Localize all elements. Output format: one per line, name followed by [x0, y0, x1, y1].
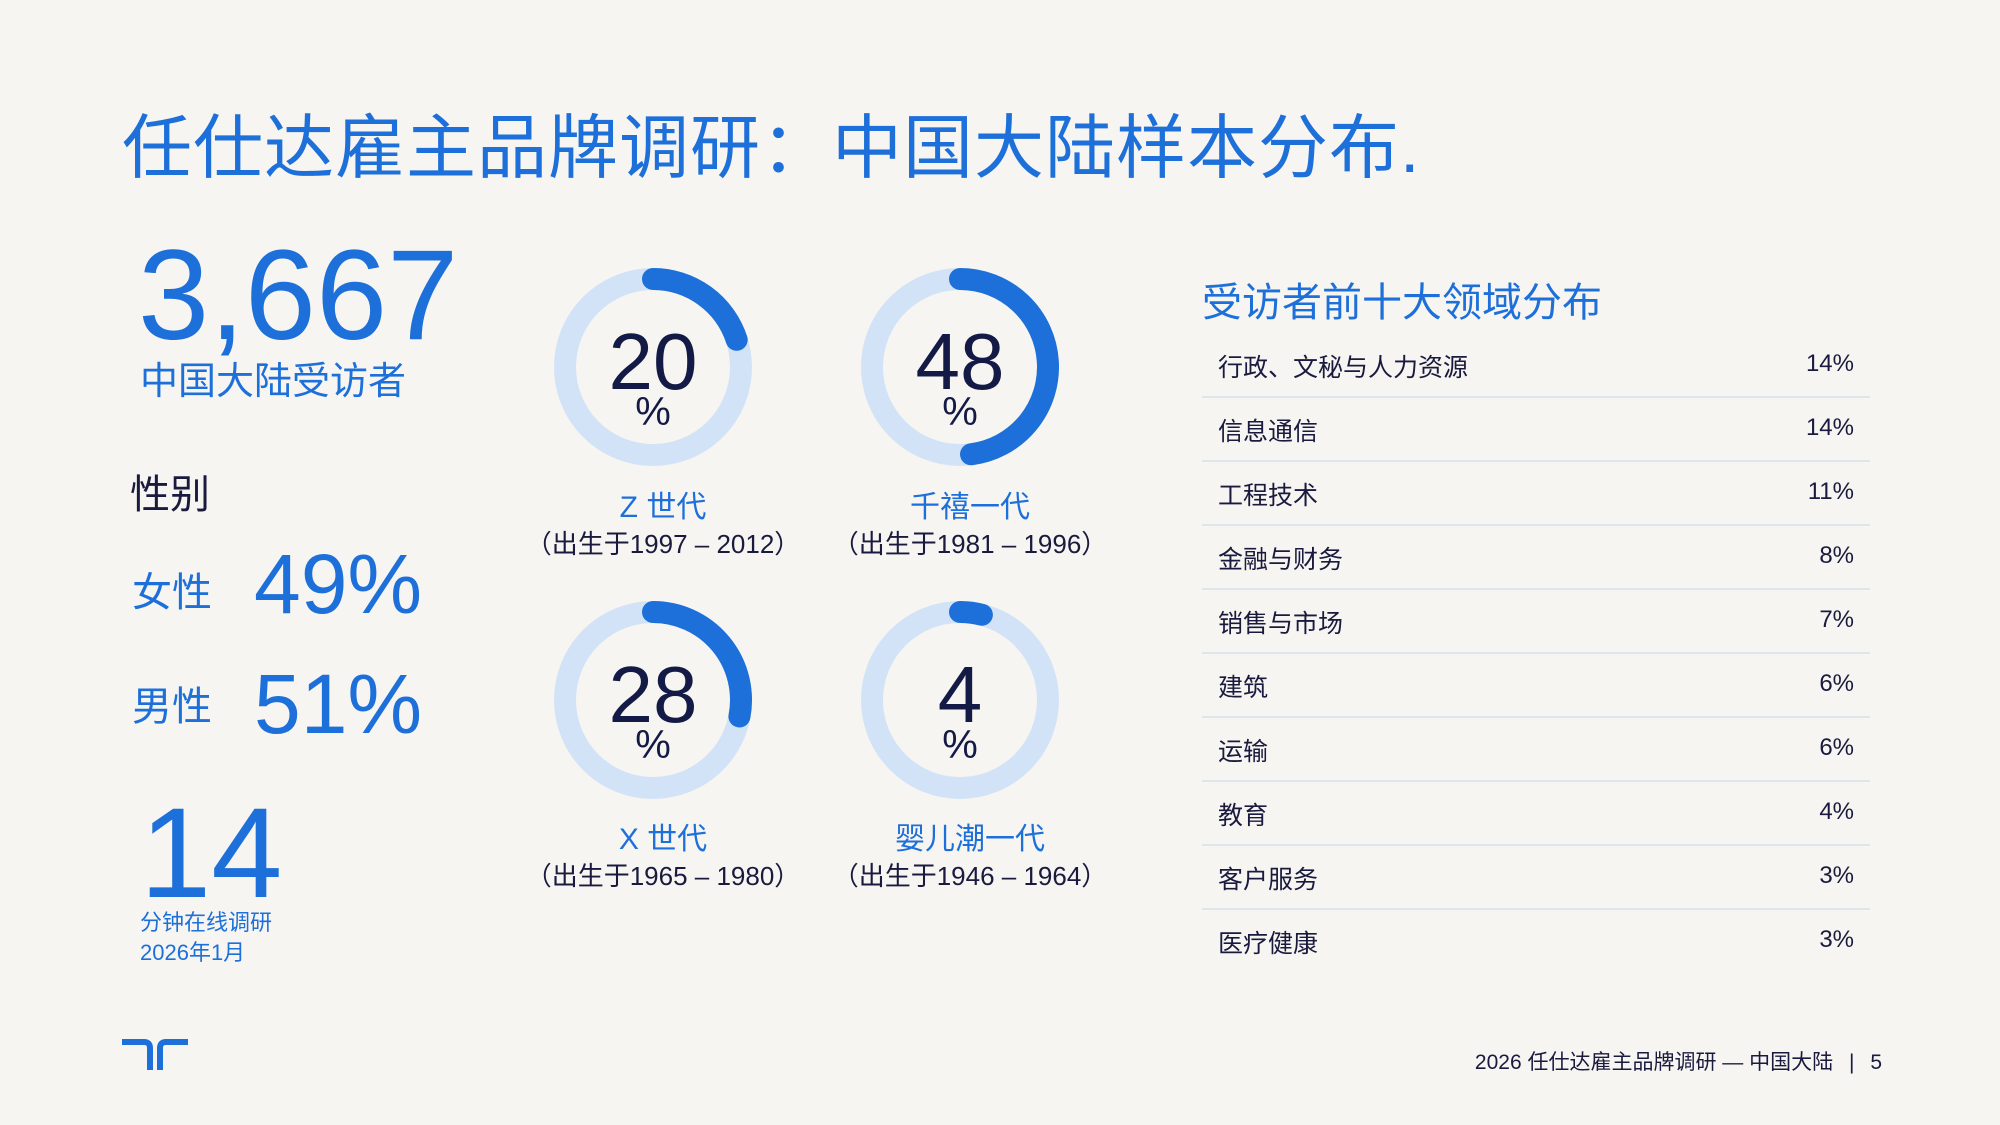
- generation-z-donut: [554, 268, 752, 466]
- footer-text: 2026 任仕达雇主品牌调研 — 中国大陆: [1474, 1051, 1834, 1074]
- generation-x-donut: [554, 601, 752, 799]
- field-label: 教育: [1218, 802, 1269, 830]
- generation-millennial-range: （出生于1981 – 1996）: [832, 529, 1108, 559]
- table-row: 建筑 6%: [1202, 652, 1870, 718]
- male-value: 51%: [254, 657, 423, 751]
- field-value: 11%: [1807, 478, 1854, 505]
- field-value: 7%: [1819, 606, 1854, 633]
- donut-arc: [949, 601, 993, 626]
- field-label: 医疗健康: [1218, 930, 1319, 958]
- fields-table-title: 受访者前十大领域分布: [1202, 281, 1602, 325]
- female-label: 女性: [132, 571, 212, 615]
- donut-arc: [949, 268, 1059, 466]
- table-row: 工程技术 11%: [1202, 460, 1870, 526]
- donut-arc: [642, 268, 748, 351]
- field-value: 3%: [1819, 862, 1854, 889]
- female-value: 49%: [254, 537, 423, 631]
- field-value: 6%: [1819, 670, 1854, 697]
- table-row: 信息通信 14%: [1202, 396, 1870, 462]
- field-label: 运输: [1218, 738, 1269, 766]
- generation-millennial-value: 48: [915, 317, 1005, 406]
- footer: 2026 任仕达雇主品牌调研 — 中国大陆 | 5: [1475, 1046, 1882, 1076]
- survey-date-text: 2026年1月: [140, 940, 246, 965]
- field-value: 14%: [1805, 350, 1854, 377]
- page-number: 5: [1870, 1051, 1882, 1074]
- randstad-logo-icon: [122, 1039, 188, 1070]
- generation-x-value: 28: [608, 650, 698, 739]
- survey-minutes-value: 14: [140, 782, 283, 925]
- table-row: 医疗健康 3%: [1202, 908, 1870, 972]
- page-title: 任仕达雇主品牌调研：中国大陆样本分布.: [122, 109, 1421, 187]
- total-respondents-value: 3,667: [138, 224, 459, 367]
- logo-stroke-right: [157, 1039, 188, 1070]
- footer-separator: |: [1849, 1051, 1855, 1074]
- generation-millennial-donut: [861, 268, 1059, 466]
- generation-z-unit: %: [635, 390, 671, 434]
- generation-z-name: Z 世代: [619, 491, 707, 524]
- generation-boomer-range: （出生于1946 – 1964）: [832, 861, 1108, 891]
- generation-boomer-value: 4: [937, 650, 983, 739]
- survey-minutes-label: 分钟在线调研 2026年1月: [140, 908, 272, 968]
- field-value: 8%: [1819, 542, 1854, 569]
- generation-boomer-name: 婴儿潮一代: [895, 823, 1045, 856]
- table-row: 运输 6%: [1202, 716, 1870, 782]
- generation-millennial-unit: %: [942, 390, 978, 434]
- generation-x-range: （出生于1965 – 1980）: [525, 861, 801, 891]
- generation-x-name: X 世代: [618, 823, 708, 856]
- field-value: 3%: [1819, 926, 1854, 953]
- field-label: 销售与市场: [1218, 610, 1344, 638]
- gender-heading: 性别: [130, 473, 210, 517]
- field-value: 6%: [1819, 734, 1854, 761]
- field-label: 建筑: [1218, 674, 1269, 702]
- field-label: 工程技术: [1218, 482, 1319, 510]
- generation-x-unit: %: [635, 723, 671, 767]
- field-label: 金融与财务: [1218, 546, 1344, 574]
- male-label: 男性: [132, 685, 212, 729]
- logo-stroke-left: [122, 1039, 153, 1070]
- total-respondents-label: 中国大陆受访者: [140, 361, 407, 403]
- field-label: 客户服务: [1218, 866, 1319, 894]
- field-value: 14%: [1805, 414, 1854, 441]
- generation-boomer-unit: %: [942, 723, 978, 767]
- generation-millennial-name: 千禧一代: [910, 491, 1030, 524]
- donut-arc: [642, 601, 752, 728]
- generation-z-value: 20: [608, 317, 698, 406]
- field-value: 4%: [1819, 798, 1854, 825]
- table-row: 客户服务 3%: [1202, 844, 1870, 910]
- survey-duration-text: 分钟在线调研: [140, 910, 273, 935]
- table-row: 行政、文秘与人力资源 14%: [1202, 332, 1870, 398]
- generation-boomer-donut: [861, 601, 1059, 799]
- table-row: 销售与市场 7%: [1202, 588, 1870, 654]
- generation-z-range: （出生于1997 – 2012）: [525, 529, 801, 559]
- table-row: 金融与财务 8%: [1202, 524, 1870, 590]
- field-label: 信息通信: [1218, 418, 1319, 446]
- field-label: 行政、文秘与人力资源: [1218, 354, 1469, 382]
- table-row: 教育 4%: [1202, 780, 1870, 846]
